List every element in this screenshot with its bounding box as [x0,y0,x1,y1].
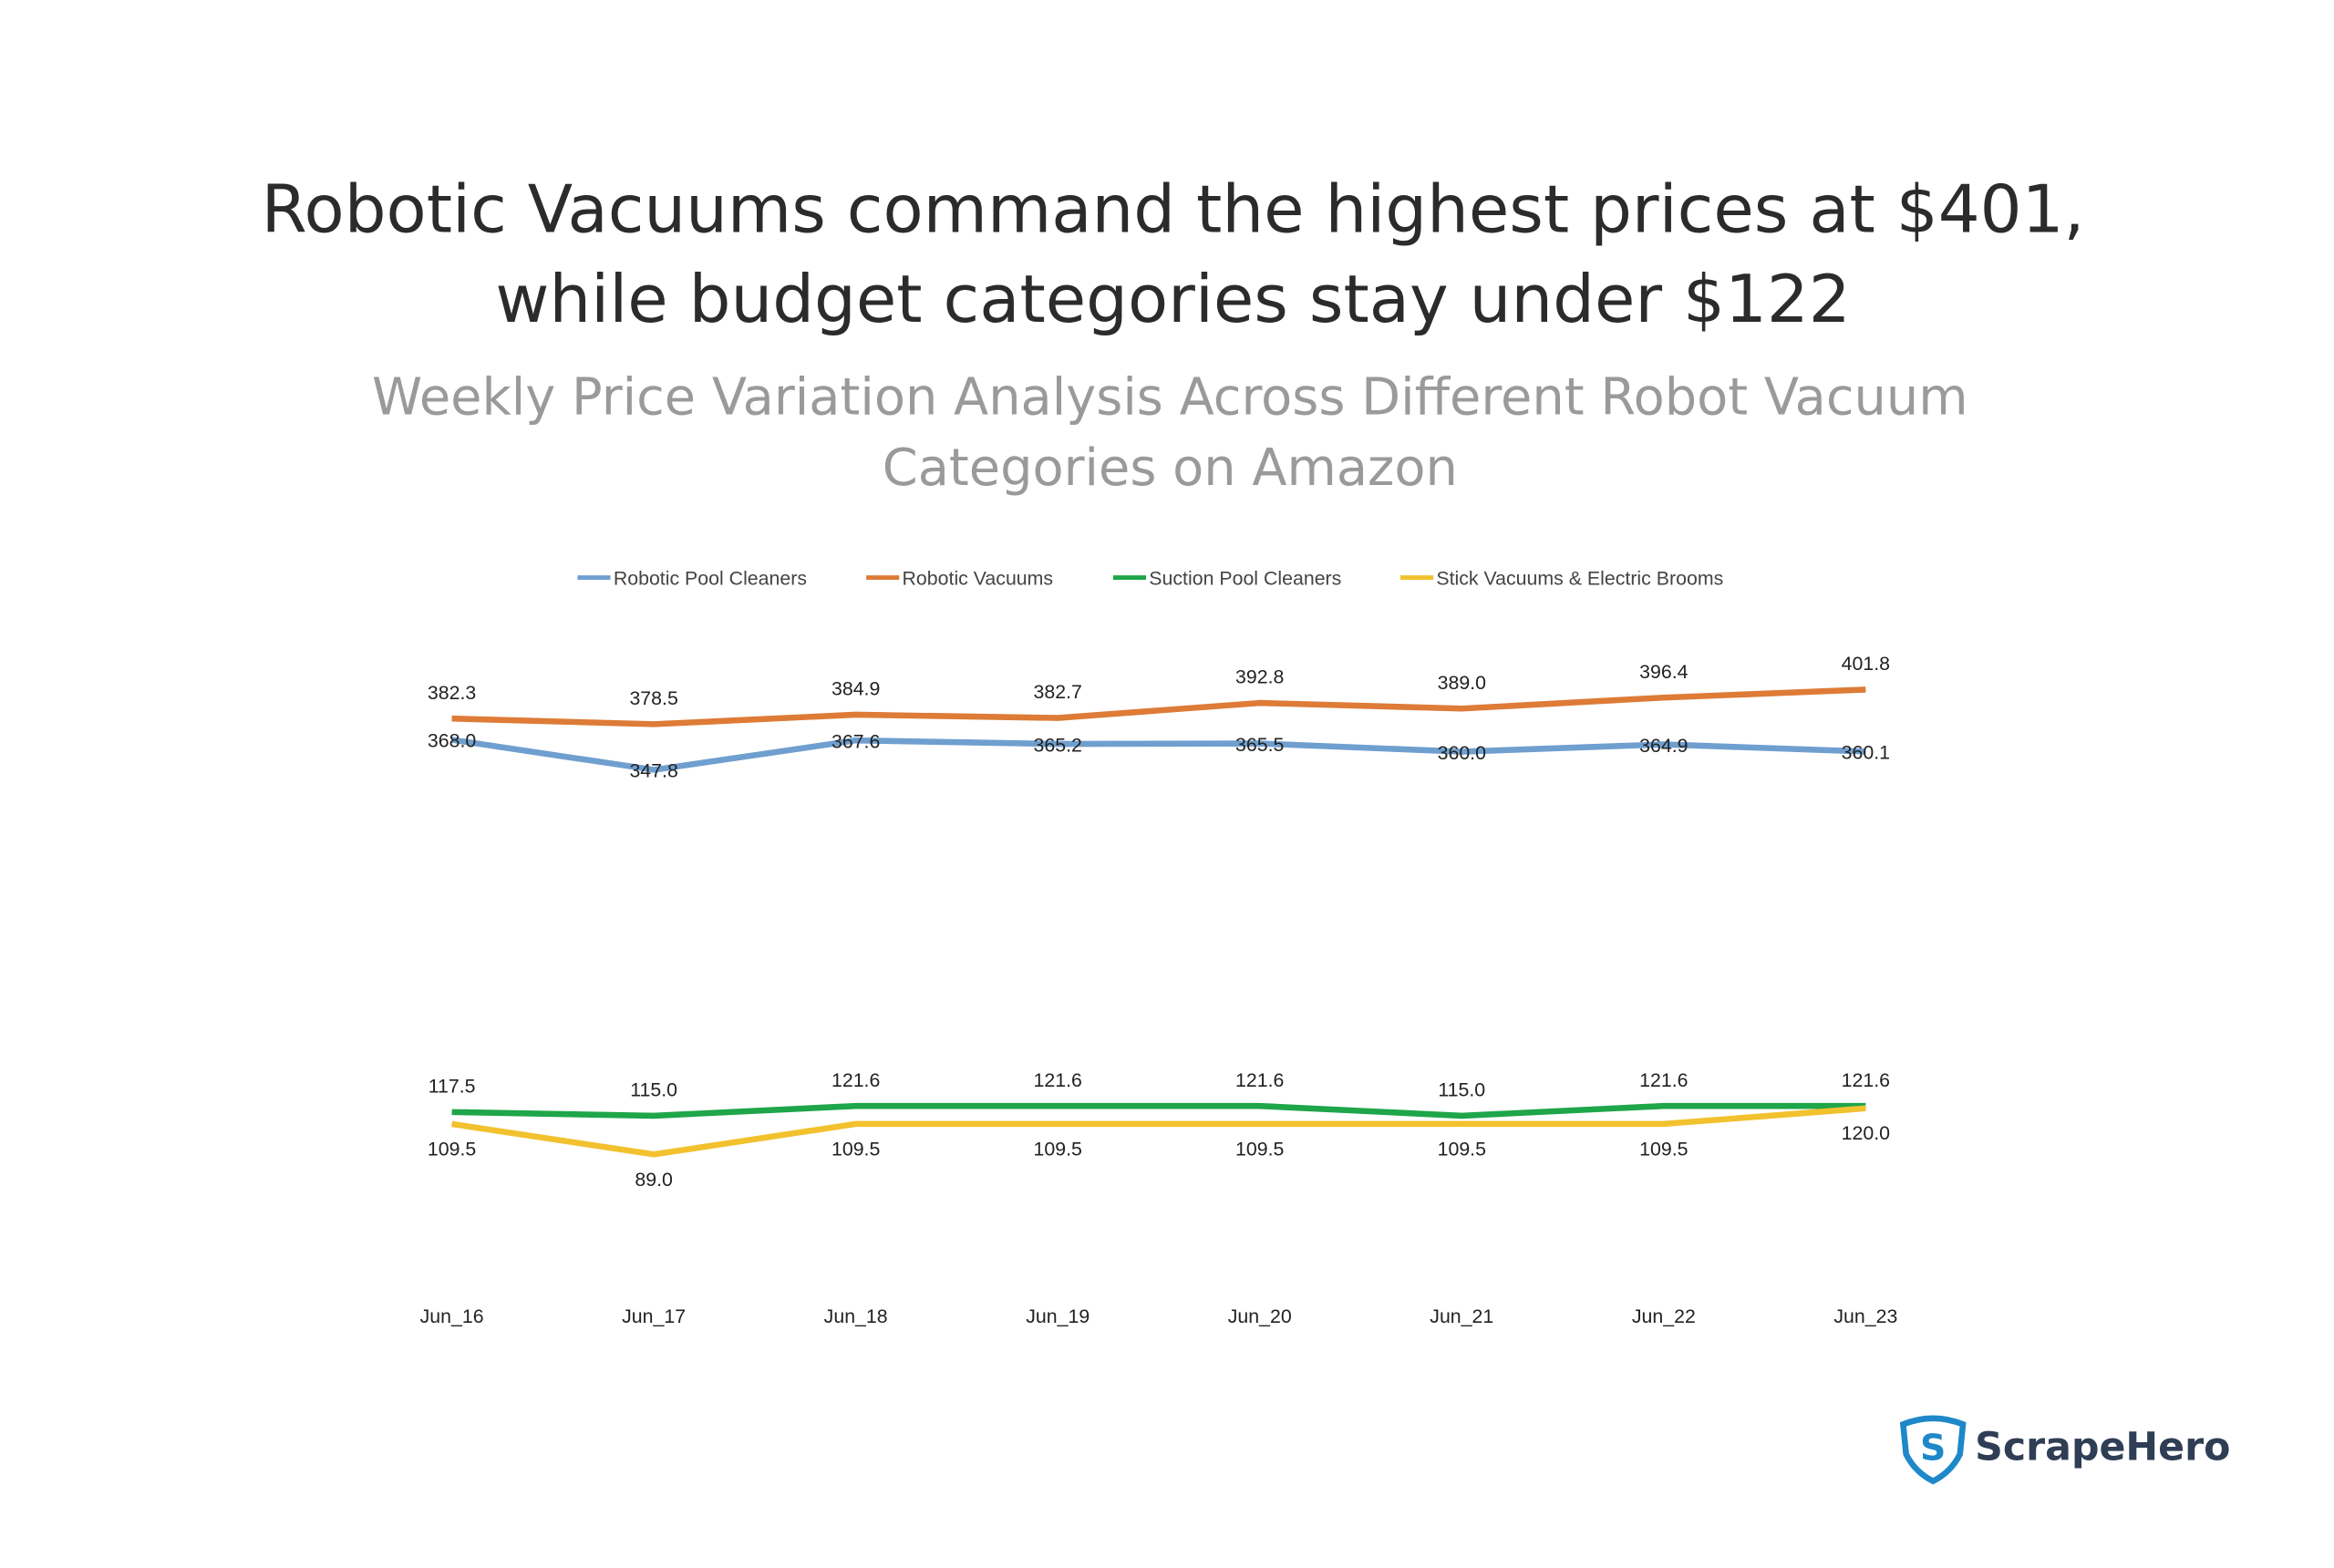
data-label: 89.0 [635,1169,673,1191]
data-label: 121.6 [1034,1069,1082,1091]
series-line [451,737,1866,773]
series-line [451,1102,1866,1119]
x-tick-label: Jun_20 [1228,1305,1292,1327]
data-label: 117.5 [429,1076,476,1098]
data-label: 396.4 [1639,661,1689,683]
logo: S ScrapeHero [1899,1415,2230,1485]
series-line [451,686,1866,727]
legend-label: Stick Vacuums & Electric Brooms [1436,568,1723,590]
legend-label: Robotic Pool Cleaners [614,568,807,590]
data-label: 392.8 [1235,666,1284,688]
x-tick-label: Jun_23 [1833,1305,1897,1327]
data-label: 115.0 [1438,1079,1485,1101]
data-label: 364.9 [1639,735,1688,757]
chart-title: while budget categories stay under $122 [495,262,1850,338]
chart-subtitle: Categories on Amazon [883,438,1458,498]
data-label: 121.6 [831,1069,880,1091]
x-tick-label: Jun_18 [824,1305,888,1327]
data-label: 120.0 [1842,1122,1891,1144]
series-line [451,1105,1866,1158]
data-label: 382.7 [1034,681,1082,703]
data-label: 384.9 [831,678,880,700]
data-label: 109.5 [1235,1138,1284,1160]
x-tick-label: Jun_17 [622,1305,686,1327]
chart-title: Robotic Vacuums command the highest pric… [262,171,2085,248]
logo-icon-letter: S [1920,1428,1946,1470]
logo-icon [1899,1415,1967,1485]
x-tick-label: Jun_21 [1430,1305,1493,1327]
data-label: 121.6 [1639,1069,1688,1091]
data-label: 115.0 [630,1079,677,1101]
data-label: 121.6 [1842,1069,1890,1091]
data-label: 109.5 [1034,1138,1082,1160]
data-label: 367.6 [831,730,880,752]
data-label: 365.2 [1034,734,1082,756]
legend-label: Robotic Vacuums [903,568,1054,590]
x-tick-label: Jun_19 [1026,1305,1090,1327]
data-label: 378.5 [629,687,677,709]
legend-label: Suction Pool Cleaners [1149,568,1341,590]
data-label: 360.0 [1438,742,1487,764]
data-label: 109.5 [428,1138,476,1160]
data-label: 360.1 [1842,742,1890,764]
data-label: 121.6 [1235,1069,1284,1091]
data-label: 365.5 [1235,734,1284,756]
data-label: 109.5 [831,1138,880,1160]
data-label: 109.5 [1438,1138,1486,1160]
chart-subtitle: Weekly Price Variation Analysis Across D… [372,368,1968,428]
x-tick-label: Jun_22 [1632,1305,1696,1327]
data-label: 389.0 [1438,672,1487,694]
data-label: 347.8 [629,760,677,782]
logo-text: ScrapeHero [1975,1425,2230,1470]
data-label: 368.0 [428,730,477,752]
data-label: 109.5 [1639,1138,1688,1160]
data-label: 401.8 [1842,653,1890,675]
data-label: 382.3 [428,682,476,704]
x-tick-label: Jun_16 [420,1305,484,1327]
